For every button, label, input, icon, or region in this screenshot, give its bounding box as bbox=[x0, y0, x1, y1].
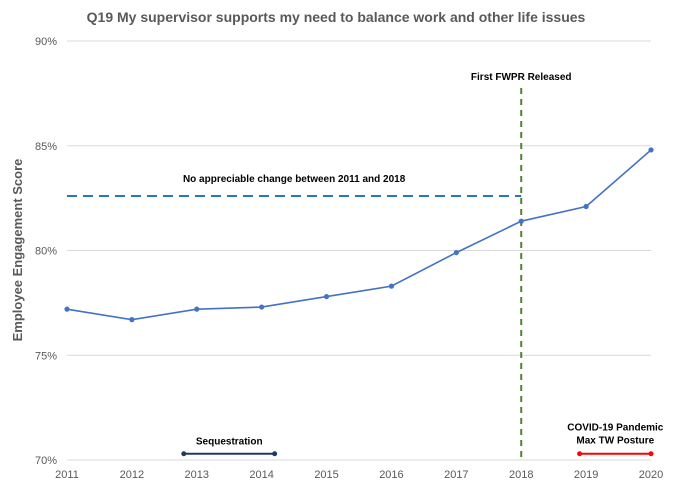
data-point bbox=[259, 304, 265, 310]
plateau-annotation: No appreciable change between 2011 and 2… bbox=[183, 174, 406, 185]
annotations: No appreciable change between 2011 and 2… bbox=[67, 72, 664, 460]
x-tick-label: 2020 bbox=[639, 469, 663, 481]
data-point bbox=[64, 306, 70, 312]
covid-annotation-line2: Max TW Posture bbox=[576, 436, 654, 447]
series bbox=[64, 147, 654, 323]
x-tick-label: 2019 bbox=[574, 469, 598, 481]
data-point bbox=[323, 293, 330, 300]
covid-annotation-line1: COVID-19 Pandemic bbox=[567, 423, 664, 434]
x-tick-labels: 2011 2012 2013 2014 2015 2016 2017 2018 2019 2020 bbox=[55, 469, 663, 481]
x-tick-label: 2015 bbox=[314, 469, 338, 481]
gridlines bbox=[67, 40, 651, 461]
covid-range-end-marker bbox=[648, 451, 654, 457]
data-point bbox=[129, 317, 135, 323]
data-point bbox=[583, 203, 589, 210]
x-tick-label: 2018 bbox=[509, 469, 533, 481]
x-tick-label: 2016 bbox=[379, 469, 403, 481]
y-tick-label: 80% bbox=[35, 246, 57, 258]
fwpr-annotation: First FWPR Released bbox=[471, 72, 572, 83]
sequestration-range-end-marker bbox=[272, 451, 278, 457]
x-tick-label: 2014 bbox=[249, 469, 273, 481]
y-tick-label: 70% bbox=[35, 455, 57, 467]
y-tick-label: 85% bbox=[35, 141, 57, 153]
y-tick-labels: 70% 75% 80% 85% 90% bbox=[35, 36, 57, 467]
series-line bbox=[66, 149, 652, 321]
covid-range-start-marker bbox=[577, 451, 583, 457]
data-point bbox=[518, 218, 524, 224]
data-point bbox=[194, 306, 200, 312]
data-point bbox=[388, 283, 395, 289]
sequestration-annotation: Sequestration bbox=[196, 437, 263, 448]
y-tick-label: 90% bbox=[35, 36, 57, 48]
sequestration-range-start-marker bbox=[181, 451, 187, 457]
chart-title: Q19 My supervisor supports my need to ba… bbox=[87, 9, 586, 25]
x-tick-label: 2017 bbox=[444, 469, 468, 481]
x-tick-label: 2012 bbox=[120, 469, 144, 481]
data-point bbox=[648, 147, 654, 153]
x-tick-label: 2013 bbox=[185, 469, 209, 481]
data-point bbox=[453, 249, 459, 256]
y-axis-label: Employee Engagement Score bbox=[10, 159, 25, 342]
x-tick-label: 2011 bbox=[55, 469, 79, 481]
y-tick-label: 75% bbox=[35, 350, 57, 362]
